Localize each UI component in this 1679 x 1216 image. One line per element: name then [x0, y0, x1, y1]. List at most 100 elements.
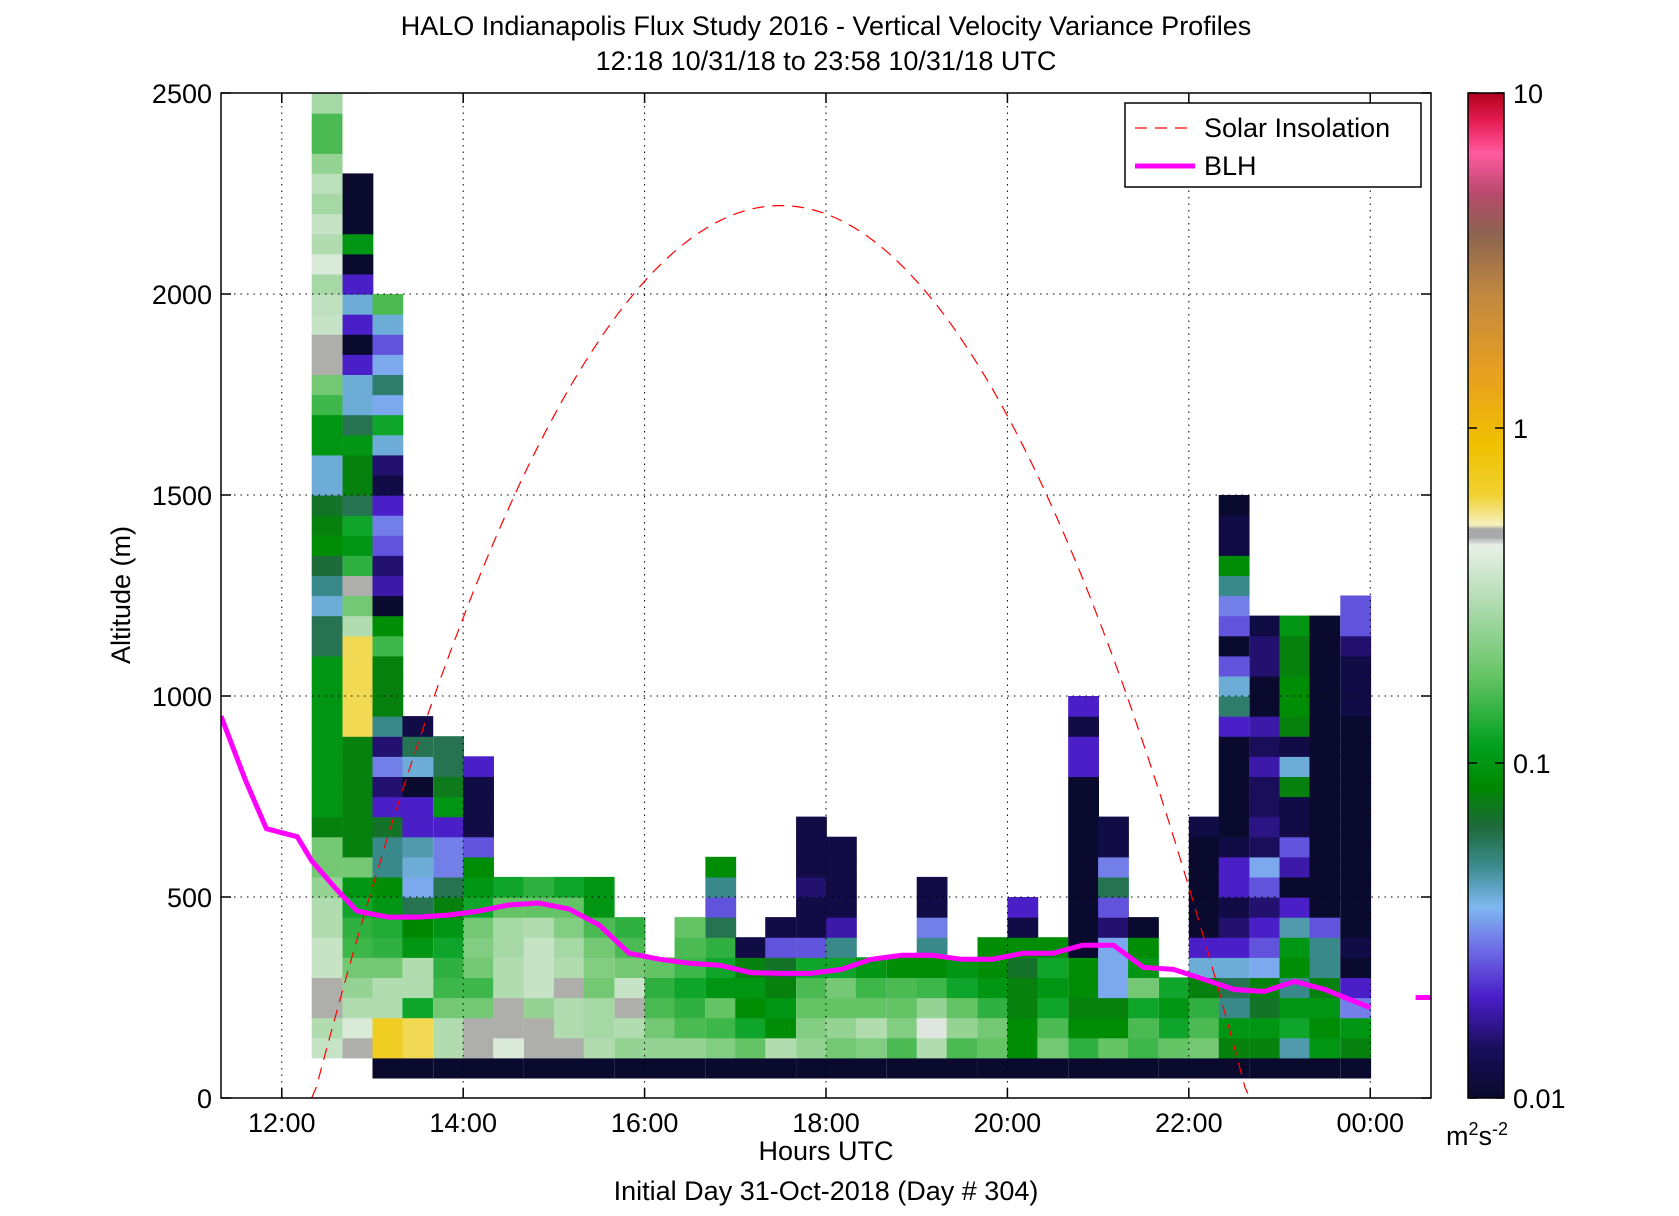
heatmap-cell [342, 736, 374, 757]
heatmap-cell [1188, 957, 1220, 978]
heatmap-cell [1037, 1037, 1069, 1059]
heatmap-cell [1249, 796, 1281, 818]
heatmap-cell [372, 756, 404, 777]
heatmap-cell [372, 535, 404, 556]
heatmap-cell [1249, 736, 1281, 757]
heatmap-cell [886, 977, 918, 999]
heatmap-cell [372, 776, 404, 798]
heatmap-cell [1340, 655, 1372, 677]
heatmap-cell [796, 876, 827, 898]
heatmap-cell [1279, 836, 1311, 858]
heatmap-cell [1068, 856, 1099, 878]
heatmap-cell [583, 1017, 615, 1039]
heatmap-cell [372, 1017, 404, 1039]
heatmap-cell [1218, 716, 1250, 737]
heatmap-cell [1218, 495, 1250, 516]
heatmap-cell [946, 977, 978, 999]
heatmap-cell [1068, 1017, 1099, 1039]
heatmap-cell [614, 997, 646, 1019]
heatmap-cell [583, 977, 615, 999]
heatmap-cell [311, 434, 343, 456]
heatmap-cell [583, 876, 615, 898]
heatmap-cell [523, 957, 555, 978]
heatmap-cell [1218, 655, 1250, 677]
heatmap-cell [342, 997, 374, 1019]
heatmap-cell [523, 1017, 555, 1039]
heatmap-cell [1128, 937, 1159, 958]
heatmap-cell [311, 515, 343, 536]
heatmap-cell [796, 1017, 827, 1039]
heatmap-cell [342, 696, 374, 717]
heatmap-cell [1309, 957, 1341, 978]
heatmap-cell [463, 977, 494, 999]
heatmap-cell [463, 756, 494, 777]
heatmap-cell [1218, 897, 1250, 918]
heatmap-cell [1218, 937, 1250, 958]
heatmap-cell [1340, 736, 1372, 757]
heatmap-cell [705, 1057, 737, 1079]
heatmap-cell [916, 1017, 948, 1039]
heatmap-cell [674, 1017, 706, 1039]
heatmap-cell [372, 675, 404, 697]
heatmap-cell [977, 977, 1009, 999]
heatmap-cell [977, 1057, 1009, 1079]
heatmap-cell [342, 555, 374, 576]
heatmap-cell [311, 374, 343, 396]
heatmap-cell [1249, 917, 1281, 938]
heatmap-cell [1279, 675, 1311, 697]
heatmap-cell [1249, 716, 1281, 737]
heatmap-cell [372, 836, 404, 858]
heatmap-cell [705, 997, 737, 1019]
heatmap-cell [796, 856, 827, 878]
heatmap-cell [1279, 635, 1311, 657]
heatmap-cell [1309, 836, 1341, 858]
heatmap-cell [1340, 897, 1372, 918]
heatmap-cell [826, 1017, 857, 1039]
heatmap-cell [493, 937, 524, 958]
heatmap-cell [342, 917, 374, 938]
heatmap-cell [1279, 897, 1311, 918]
heatmap-cell [1007, 897, 1039, 918]
heatmap-cell [523, 917, 555, 938]
heatmap-cell [311, 977, 343, 999]
y-tick-label: 2500 [152, 79, 212, 109]
heatmap-cell [311, 253, 343, 275]
heatmap-cell [1128, 997, 1159, 1019]
heatmap-cell [342, 796, 374, 818]
heatmap-cell [402, 937, 434, 958]
heatmap-cell [402, 1037, 434, 1059]
heatmap-cell [372, 876, 404, 898]
y-tick-label: 500 [167, 883, 212, 913]
heatmap-cell [463, 816, 494, 838]
heatmap-cell [977, 937, 1009, 958]
heatmap-cell [1340, 977, 1372, 999]
heatmap-cell [311, 1037, 343, 1059]
heatmap-cell [1279, 615, 1311, 637]
heatmap-cell [1098, 897, 1129, 918]
heatmap-cell [372, 1057, 404, 1079]
heatmap-cell [614, 957, 646, 978]
heatmap-cell [1279, 937, 1311, 958]
heatmap-cell [372, 937, 404, 958]
heatmap-cell [855, 1057, 887, 1079]
heatmap-cell [463, 917, 494, 938]
heatmap-cell [977, 997, 1009, 1019]
heatmap-cell [1218, 675, 1250, 697]
heatmap-cell [433, 836, 465, 858]
heatmap-cell [553, 937, 585, 958]
heatmap-cell [1007, 1037, 1039, 1059]
heatmap-cell [583, 937, 615, 958]
colorbar-unit-sup1: 2 [1469, 1119, 1479, 1139]
heatmap-cell [735, 1057, 767, 1079]
heatmap-cell [1309, 816, 1341, 838]
heatmap-cell [765, 917, 797, 938]
heatmap-cell [372, 474, 404, 496]
heatmap-cell [463, 796, 494, 818]
heatmap-cell [433, 1037, 465, 1059]
heatmap-cell [1188, 897, 1220, 918]
y-axis-label: Altitude (m) [106, 526, 136, 664]
heatmap-cell [614, 1037, 646, 1059]
heatmap-cell [1218, 876, 1250, 898]
heatmap-cell [1218, 917, 1250, 938]
heatmap-cell [1068, 836, 1099, 858]
